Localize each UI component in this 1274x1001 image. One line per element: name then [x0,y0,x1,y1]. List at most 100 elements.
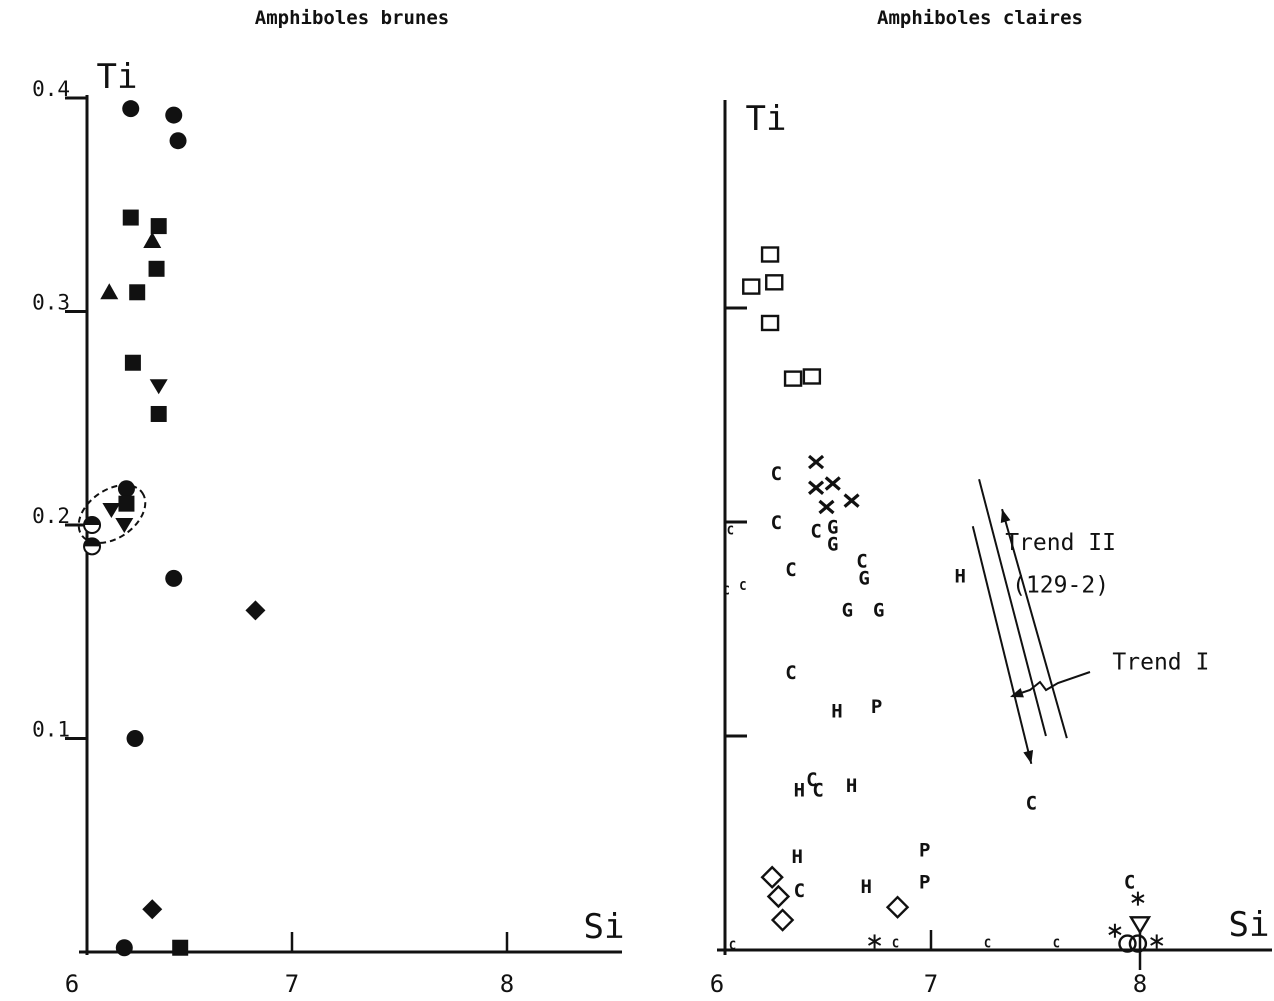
svg-text:C: C [1124,872,1135,894]
data-point-asterisk [1108,923,1122,938]
svg-text:C: C [739,579,746,593]
svg-text:C: C [810,521,821,543]
chart-panel-2: Amphiboles claires Ti Si 6 7 8 Trend II (129-2)… [710,7,1272,998]
data-point-triangle-up [143,232,162,249]
chart-title: Amphiboles brunes [255,7,449,29]
data-point-letter-small: C [1053,937,1060,951]
data-point-diamond [142,899,163,920]
data-point-letter: H [860,876,871,898]
data-point-circle [165,106,183,124]
data-point-triangle-up [100,283,119,300]
data-point-letter: G [858,568,869,590]
data-point-letter-small: C [984,937,991,951]
y-tick-label: 0.4 [32,77,70,101]
data-point-diamond-open [770,908,795,932]
data-point-square-open [765,274,784,291]
annotation: (129-2) [1012,573,1109,599]
svg-text:H: H [794,780,805,802]
data-point-letter: P [871,696,882,718]
data-point-circle [126,730,144,747]
svg-text:C: C [1026,792,1037,814]
svg-text:P: P [919,872,930,894]
y-tick-label: 0.3 [32,291,70,315]
svg-text:C: C [785,662,796,684]
svg-text:C: C [812,780,823,802]
svg-text:P: P [871,696,882,718]
data-point-letter: C [771,463,782,485]
data-point-letter: P [919,872,930,894]
y-axis-label: Ti [746,99,787,139]
trend-line [978,478,1047,737]
data-point-circle [169,132,187,150]
data-point-letter-small: C [723,583,730,597]
svg-text:H: H [846,775,857,797]
data-point-diamond [245,600,266,621]
data-point-asterisk [1131,891,1145,906]
annotation: Trend I [1112,650,1209,676]
data-point-square-open [802,368,822,385]
data-point-half-circle [83,537,102,556]
svg-text:H: H [955,566,966,588]
svg-text:C: C [729,939,736,953]
svg-text:P: P [919,839,930,861]
data-point-diamond-open [760,865,784,889]
svg-text:C: C [984,937,991,951]
data-point-square-open [783,370,803,387]
data-point-letter: G [827,516,838,538]
chart-panel-1: Amphiboles brunes Ti Si 0.1 0.2 0.3 0.4 6 7 8 [32,7,624,998]
data-point-square [150,218,167,235]
svg-text:C: C [892,937,899,951]
data-point-square [172,939,189,956]
svg-text:G: G [873,600,884,622]
data-point-circle-open [1118,934,1137,953]
data-point-letter: P [919,839,930,861]
trend-line [971,526,1034,765]
svg-text:G: G [858,568,869,590]
svg-text:C: C [1053,937,1060,951]
annotation: Trend II [1005,530,1116,556]
data-point-diamond-open [885,895,910,919]
svg-text:C: C [727,524,734,538]
data-points [83,100,266,957]
svg-text:G: G [827,533,838,555]
data-point-circle [122,100,140,118]
data-point-circle [117,480,135,498]
x-tick-label: 6 [65,970,79,998]
data-point-letter: C [1124,872,1135,894]
y-axis-label: Ti [97,57,138,97]
data-point-square [148,260,165,277]
x-tick-label: 7 [924,970,938,998]
data-point-triangle-down [102,503,121,519]
data-point-cross [843,493,860,508]
data-point-triangle-down-open [1128,916,1152,935]
data-point-half-circle [83,516,102,534]
group-outline [77,484,147,544]
svg-text:H: H [831,700,842,722]
x-axis-label: Si [1229,905,1270,945]
data-point-letter: G [873,600,884,622]
x-axis-label: Si [584,907,625,947]
data-point-letter-small: C [739,579,746,593]
x-tick-label: 8 [500,970,514,998]
data-point-letter: G [827,533,838,555]
data-point-letter: C [785,662,796,684]
data-point-letter: C [785,559,796,581]
y-tick-label: 0.1 [32,718,70,742]
data-point-square [124,354,141,371]
data-point-square [122,209,139,226]
svg-text:C: C [723,583,730,597]
data-point-letter: C [1026,792,1037,814]
data-point-square [150,405,167,422]
data-point-letter-small: C [892,937,899,951]
data-point-letter-small: C [727,524,734,538]
svg-text:C: C [794,880,805,902]
data-point-circle [115,939,133,957]
svg-text:C: C [771,463,782,485]
data-point-letter: H [955,566,966,588]
data-point-letter: C [771,512,782,534]
data-point-letter: C [812,780,823,802]
svg-text:C: C [806,769,817,791]
x-tick-label: 8 [1133,970,1147,998]
